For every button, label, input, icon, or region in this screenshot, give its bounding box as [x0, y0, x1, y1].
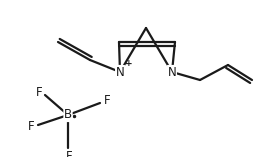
Text: +: +	[125, 60, 133, 68]
Text: B: B	[64, 108, 72, 122]
Text: F: F	[36, 87, 42, 100]
Text: N: N	[168, 65, 176, 78]
Text: N: N	[116, 65, 124, 78]
Text: F: F	[66, 151, 72, 157]
Text: F: F	[104, 95, 110, 108]
Text: F: F	[28, 121, 34, 133]
